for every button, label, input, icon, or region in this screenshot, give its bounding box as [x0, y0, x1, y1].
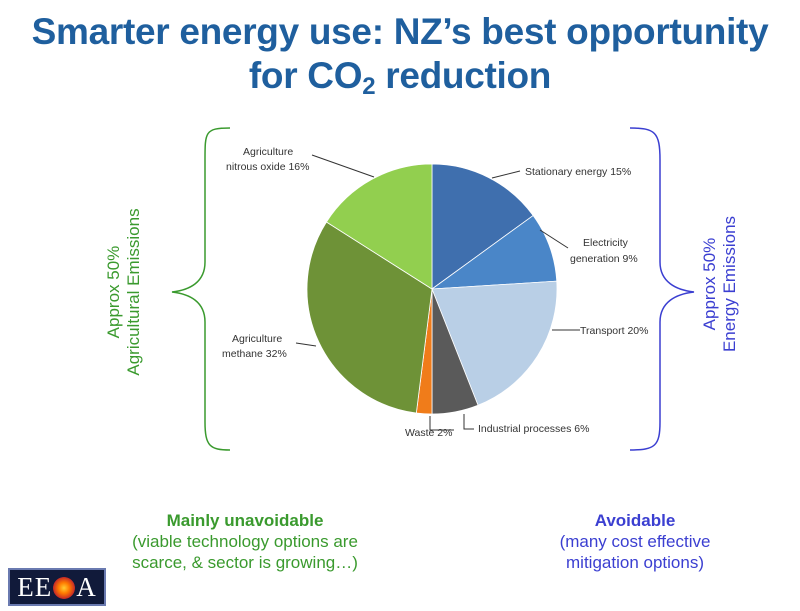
avoidable-heading: Avoidable — [594, 511, 676, 530]
label-transport: Transport 20% — [580, 325, 648, 337]
pie-slice-0 — [431, 163, 534, 290]
pie-slices — [306, 163, 558, 415]
left-bracket — [171, 127, 231, 451]
unavoidable-line-2: scarce, & sector is growing…) — [132, 553, 358, 572]
avoidable-note: Avoidable (many cost effective mitigatio… — [510, 510, 760, 573]
pie-slice-5 — [306, 221, 433, 414]
agricultural-emissions-label: Approx 50% Agricultural Emissions — [104, 208, 143, 376]
label-waste: Waste 2% — [405, 427, 452, 439]
avoidable-line-1: (many cost effective — [559, 532, 711, 551]
label-electricity-1: Electricity — [583, 237, 629, 249]
leader-lines — [295, 154, 580, 431]
swirl-icon — [53, 577, 76, 599]
label-methane-2: methane 32% — [222, 348, 287, 360]
eeca-logo: EE A — [8, 568, 106, 606]
label-stationary: Stationary energy 15% — [525, 166, 631, 178]
unavoidable-heading: Mainly unavoidable — [166, 511, 324, 530]
page-title: Smarter energy use: NZ’s best opportunit… — [0, 10, 800, 100]
label-nitrous-1: Agriculture — [243, 146, 293, 158]
label-nitrous-2: nitrous oxide 16% — [226, 161, 309, 173]
unavoidable-line-1: (viable technology options are — [132, 532, 358, 551]
title-line-1: Smarter energy use: NZ’s best opportunit… — [31, 11, 769, 52]
energy-emissions-label: Approx 50% Energy Emissions — [700, 215, 739, 353]
label-electricity-2: generation 9% — [570, 253, 638, 265]
pie-slice-2 — [431, 280, 558, 406]
title-line-2: for CO2 reduction — [248, 55, 552, 100]
unavoidable-note: Mainly unavoidable (viable technology op… — [95, 510, 395, 573]
label-methane-1: Agriculture — [232, 333, 282, 345]
avoidable-line-2: mitigation options) — [566, 553, 704, 572]
label-industrial: Industrial processes 6% — [478, 423, 589, 435]
pie-slice-6 — [325, 163, 433, 290]
right-bracket — [629, 127, 695, 451]
